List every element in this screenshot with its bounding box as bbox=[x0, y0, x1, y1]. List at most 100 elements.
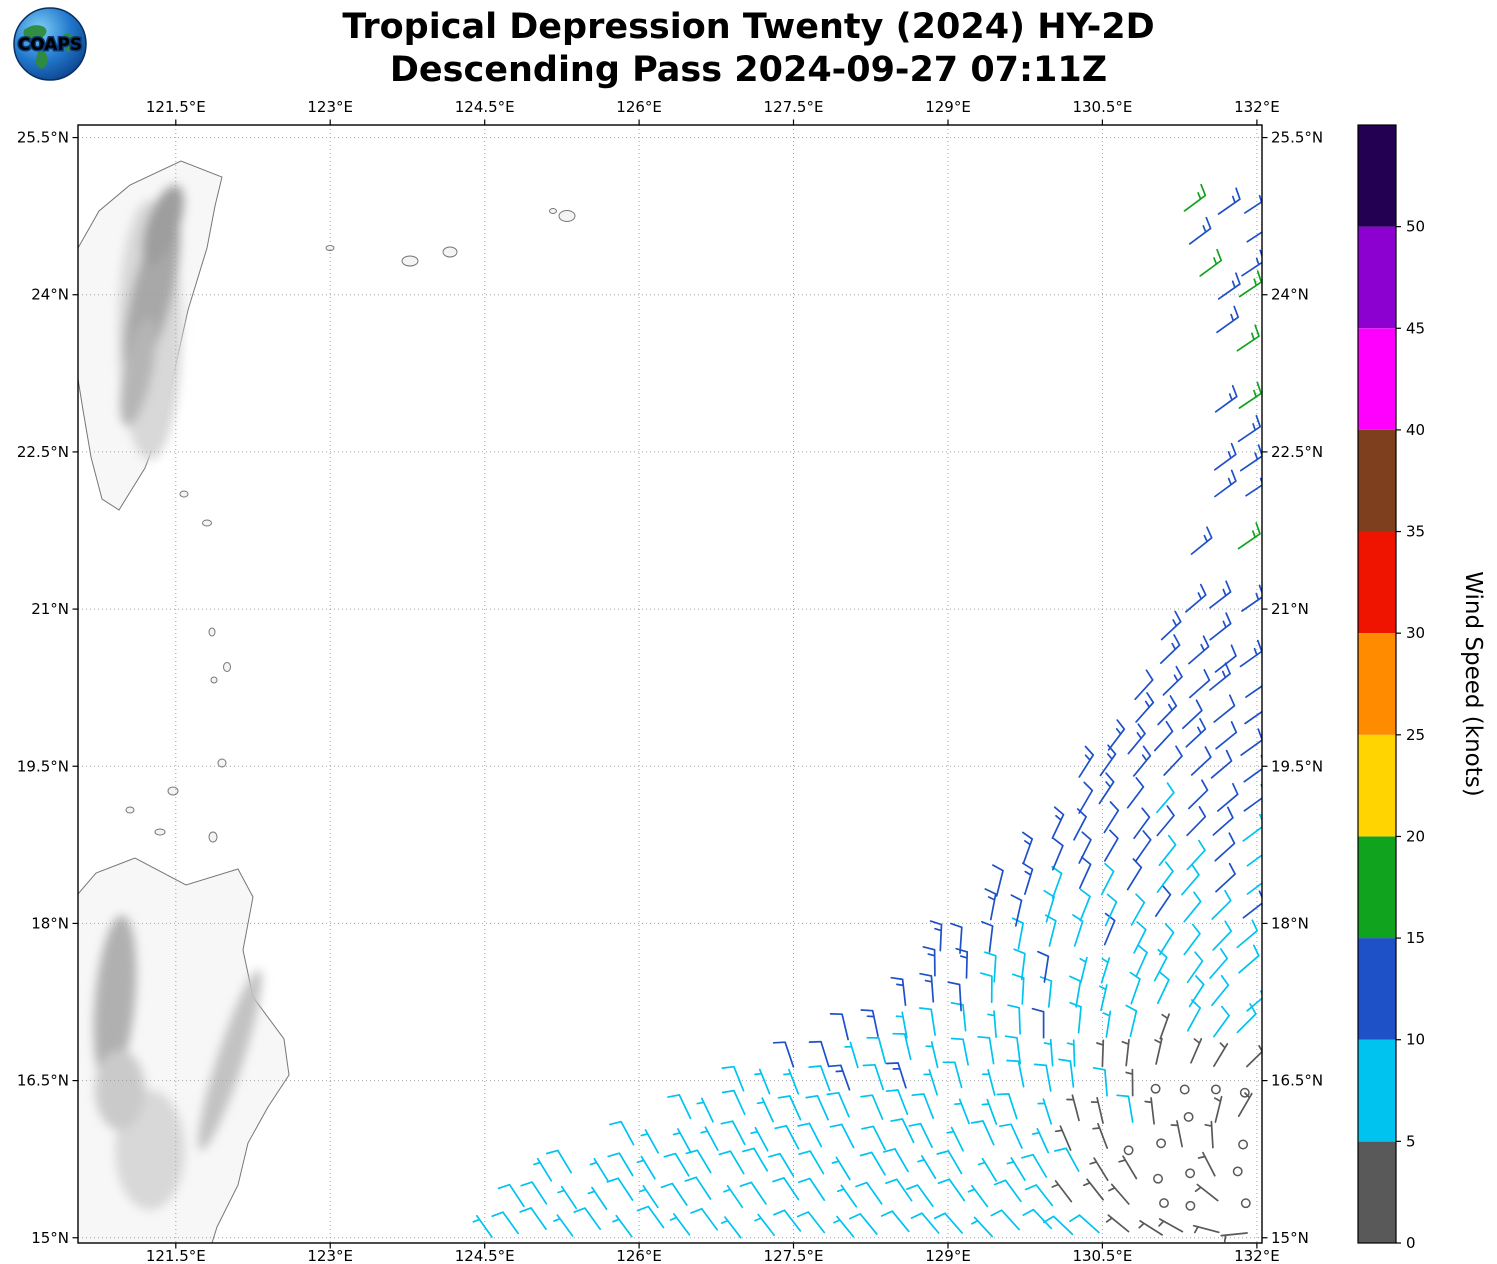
wind-barb bbox=[1158, 834, 1177, 867]
wind-barb bbox=[1213, 1042, 1229, 1068]
wind-barb bbox=[1006, 1157, 1026, 1181]
y-tick-label-right: 22.5°N bbox=[1271, 443, 1323, 461]
wind-barb bbox=[1246, 1045, 1262, 1068]
axis-ticks bbox=[72, 119, 1268, 1249]
wind-barb bbox=[1156, 805, 1175, 837]
wind-barb bbox=[808, 1040, 830, 1068]
wind-barb bbox=[1010, 894, 1023, 927]
wind-barb bbox=[553, 1214, 574, 1237]
island bbox=[558, 210, 576, 222]
plot-title-line2: Descending Pass 2024-09-27 07:11Z bbox=[389, 49, 1108, 90]
wind-barb bbox=[1240, 728, 1262, 756]
colorbar-segment bbox=[1358, 328, 1396, 430]
y-tick-label-left: 22.5°N bbox=[17, 443, 69, 461]
calm-wind-circle bbox=[1153, 1173, 1163, 1184]
wind-barb bbox=[946, 1126, 964, 1152]
y-tick-label-right: 21°N bbox=[1271, 600, 1309, 618]
x-tick-label-bottom: 124.5°E bbox=[455, 1247, 515, 1264]
colorbar-tick-label: 35 bbox=[1406, 523, 1425, 541]
wind-barb bbox=[1237, 1092, 1253, 1118]
wind-barb bbox=[777, 1095, 802, 1121]
wind-barb bbox=[768, 1152, 795, 1177]
wind-barb bbox=[831, 1156, 851, 1181]
y-tick-label-right: 15°N bbox=[1271, 1229, 1309, 1247]
wind-barb bbox=[828, 1064, 851, 1091]
calm-wind-circle bbox=[1238, 1139, 1249, 1150]
wind-barb bbox=[885, 1178, 913, 1202]
y-tick-label-left: 18°N bbox=[31, 914, 69, 932]
wind-barb bbox=[1121, 1038, 1130, 1067]
wind-barb bbox=[1126, 858, 1143, 891]
wind-barb bbox=[1135, 692, 1155, 723]
wind-barb bbox=[700, 1126, 719, 1151]
wind-barb bbox=[984, 888, 997, 921]
wind-barb bbox=[1220, 1232, 1248, 1243]
wind-barb bbox=[918, 1007, 936, 1036]
wind-barb bbox=[1158, 1218, 1184, 1233]
wind-barb bbox=[1118, 1155, 1138, 1180]
wind-barb bbox=[798, 1177, 826, 1201]
calm-wind-circle bbox=[1183, 1111, 1194, 1122]
wind-barb bbox=[1238, 381, 1262, 409]
wind-barb bbox=[885, 1089, 909, 1116]
colorbar-segment bbox=[1358, 836, 1396, 939]
colorbar-segment bbox=[1358, 734, 1396, 837]
x-tick-label-top: 132°E bbox=[1234, 98, 1280, 116]
wind-barb bbox=[1194, 1183, 1219, 1202]
wind-barb bbox=[1214, 384, 1238, 413]
wind-barb bbox=[721, 1089, 746, 1116]
wind-barb bbox=[1212, 920, 1233, 951]
wind-barb bbox=[861, 1125, 886, 1151]
x-tick-label-top: 127.5°E bbox=[764, 98, 824, 116]
wind-barb bbox=[1215, 721, 1238, 750]
wind-barb bbox=[805, 1094, 829, 1121]
wind-barb bbox=[1069, 1214, 1100, 1234]
wind-barb bbox=[1204, 1120, 1214, 1149]
wind-barb bbox=[754, 1068, 771, 1095]
wind-barb bbox=[1190, 526, 1213, 555]
plot-title: Tropical Depression Twenty (2024) HY-2D … bbox=[0, 6, 1497, 91]
wind-barb bbox=[992, 864, 1004, 897]
wind-barb bbox=[660, 1182, 688, 1206]
colorbar-segment bbox=[1358, 125, 1396, 227]
wind-barb bbox=[1213, 694, 1236, 723]
wind-barb bbox=[1043, 889, 1055, 923]
wind-barb bbox=[1212, 806, 1234, 836]
wind-barb bbox=[636, 1205, 665, 1229]
wind-barb bbox=[672, 1128, 692, 1153]
island bbox=[223, 662, 231, 672]
wind-barb bbox=[1241, 249, 1262, 277]
wind-barb bbox=[1216, 305, 1240, 334]
wind-barb bbox=[1135, 944, 1148, 978]
wind-barb bbox=[826, 1091, 850, 1118]
plot-title-line1: Tropical Depression Twenty (2024) HY-2D bbox=[342, 7, 1155, 47]
wind-barb bbox=[718, 1150, 745, 1175]
wind-barb bbox=[885, 1062, 907, 1089]
wind-barb bbox=[1237, 522, 1261, 550]
wind-barb bbox=[472, 1214, 493, 1238]
wind-barb bbox=[1133, 921, 1147, 954]
grid-lines bbox=[78, 125, 1262, 1243]
wind-barb bbox=[880, 1210, 910, 1233]
wind-barb bbox=[1103, 829, 1119, 862]
wind-barb bbox=[1242, 890, 1262, 919]
wind-barb bbox=[1159, 1013, 1170, 1040]
wind-barb bbox=[955, 947, 969, 979]
wind-barb bbox=[1033, 1063, 1052, 1092]
wind-barb bbox=[1244, 697, 1262, 725]
wind-barb bbox=[1066, 1039, 1076, 1068]
wind-barb bbox=[491, 1211, 519, 1235]
colorbar: 0 5 10 15 20 25 30 35 40 45 50 bbox=[1357, 124, 1425, 1252]
wind-barb bbox=[981, 920, 994, 953]
wind-barb bbox=[1100, 862, 1115, 896]
wind-barb bbox=[1246, 854, 1262, 867]
x-tick-label-top: 126°E bbox=[616, 98, 662, 116]
wind-barb bbox=[1246, 223, 1262, 243]
wind-barb bbox=[1144, 1097, 1155, 1125]
colorbar-tick-label: 5 bbox=[1406, 1132, 1416, 1150]
wind-barb bbox=[1213, 1005, 1230, 1038]
luzon-relief bbox=[93, 915, 262, 1210]
wind-barb bbox=[1217, 187, 1241, 215]
wind-barb bbox=[1129, 971, 1141, 1005]
